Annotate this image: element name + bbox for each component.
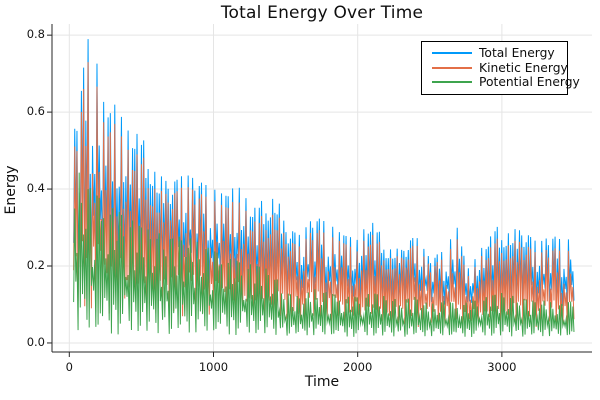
x-tick-label: 1000 [198,360,229,374]
chart-title: Total Energy Over Time [220,3,424,23]
kinetic-energy-line-swatch [432,66,472,69]
x-tick-label: 0 [65,360,73,374]
legend-label: Kinetic Energy [479,60,568,75]
potential-energy-line-swatch [432,81,472,84]
legend: Total Energy Kinetic Energy Potential En… [421,41,580,95]
y-tick-label: 0.8 [26,27,45,42]
total-energy-line-swatch [432,52,472,55]
y-tick-label: 0.0 [26,334,45,349]
x-axis-label: Time [304,374,340,390]
y-tick-label: 0.4 [26,181,45,196]
legend-label: Total Energy [479,46,555,61]
y-tick-label: 0.2 [26,258,45,272]
legend-item-total-energy: Total Energy [422,46,567,61]
legend-item-potential-energy: Potential Energy [422,75,580,90]
y-tick-label: 0.6 [26,104,45,119]
x-tick-label: 3000 [487,360,517,374]
x-tick-label: 2000 [343,360,373,374]
legend-label: Potential Energy [479,75,580,90]
legend-item-kinetic-energy: Kinetic Energy [422,60,568,76]
